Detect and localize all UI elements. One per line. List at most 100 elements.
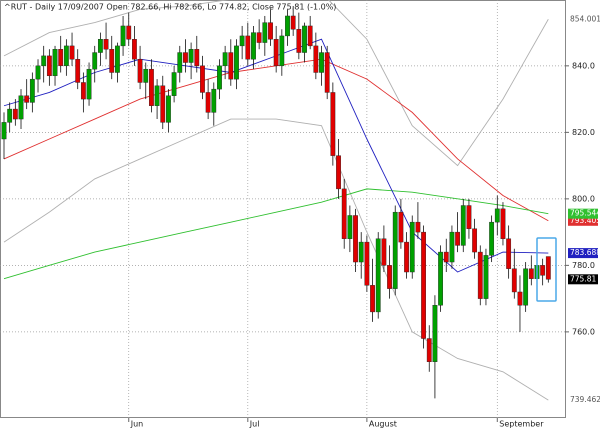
indicator-label-box [568,208,598,219]
candle-body [41,55,47,67]
candle-body [166,95,171,123]
x-tick-label: September [499,420,544,428]
indicator-label: 854.001 [570,14,600,23]
candle-body [234,45,239,80]
candle-body [330,92,336,156]
candle-body [404,241,409,273]
candle-body [290,15,296,30]
candle-body [415,221,421,233]
candle-body [375,238,381,313]
candle-body [217,65,222,90]
candle-body [296,29,302,53]
indicator-line [3,118,549,401]
candle-body [228,52,234,80]
indicator-label: 783.688 [570,248,600,257]
candle-body [460,205,466,246]
candle-body [307,25,313,47]
candle-body [285,15,290,37]
indicator-label-box [568,215,598,226]
candle-body [455,231,460,246]
chart-title: ^RUT - Daily 17/09/2007 Open 782.66, Hi … [4,3,336,12]
y-tick-label: 840.0 [572,61,595,70]
candle-body [29,78,35,103]
candle-body [92,52,98,70]
candle-body [86,68,92,100]
candle-body [120,25,126,47]
x-tick-label: August [369,420,397,428]
candle-body [1,122,7,140]
candle-body [256,32,262,43]
candle-body [528,268,534,279]
candle-body [171,72,177,96]
highlight-box [536,237,557,302]
candle-body [126,25,132,40]
indicator-line [3,0,549,167]
candle-body [251,32,256,60]
candle-body [370,285,375,313]
candle-body [426,338,432,363]
candle-body [149,68,154,106]
candle-body [540,265,546,276]
candle-body [398,211,404,243]
candle-body [103,39,109,50]
candle-body [387,265,392,289]
candle-body [432,305,438,363]
candle-body [523,268,529,306]
candle-body [472,228,478,253]
candle-body [545,256,551,280]
indicator-label-box [568,248,598,259]
candle-body [421,231,426,339]
candle-body [500,208,506,239]
candle-body [353,215,358,263]
candle-body [466,205,472,229]
candle-body [268,22,273,40]
candle-body [160,85,166,123]
candle-body [302,25,307,53]
candle-body [489,221,495,256]
candle-body [63,45,69,67]
candle-body [143,68,149,83]
candle-body [58,49,64,67]
candle-body [506,238,512,269]
x-tick-label: Jul [249,420,260,428]
candle-body [177,52,183,73]
candle-body [313,45,319,73]
candle-body [409,221,415,273]
candle-body [483,255,489,299]
candle-body [262,22,268,43]
candle-body [341,188,347,239]
candle-body [381,238,387,266]
candle-body [364,241,370,286]
candle-body [438,251,443,306]
candle-body [211,88,217,113]
candle-body [46,55,52,77]
candle-body [137,58,143,83]
indicator-line [3,188,549,280]
candle-layer [1,5,551,399]
candle-body [511,268,517,293]
close-label-box [568,274,598,285]
candle-body [97,39,103,53]
candle-body [392,211,398,289]
candle-body [183,52,188,63]
candle-body [205,92,211,113]
candle-body [188,49,194,63]
candle-body [12,108,18,120]
candle-body [324,52,330,93]
y-tick-label: 800.0 [572,194,595,203]
candle-body [154,85,160,106]
candle-body [347,215,353,239]
candle-body [239,35,245,47]
y-tick-label: 760.0 [572,327,595,336]
indicator-label: 793.405 [570,216,600,225]
candle-body [18,95,24,120]
indicator-label: 795.544 [570,209,600,218]
candle-body [319,52,324,73]
candle-body [222,52,228,67]
candle-body [200,65,205,93]
candle-body [80,82,86,100]
candle-body [358,241,364,263]
candle-body [279,35,285,67]
candle-body [109,49,115,73]
